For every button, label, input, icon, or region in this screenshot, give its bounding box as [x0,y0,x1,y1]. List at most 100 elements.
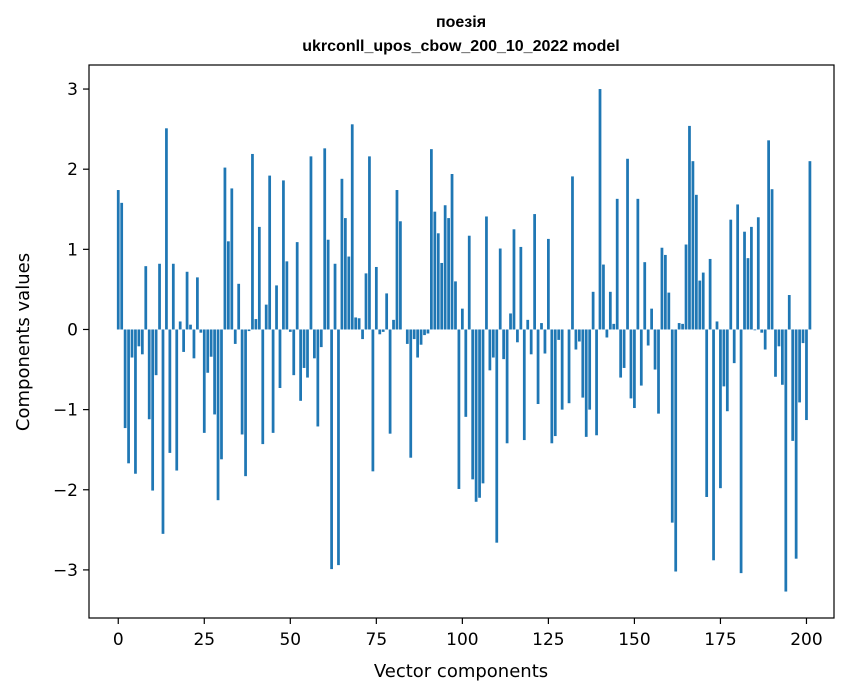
bar-component-196 [791,329,795,441]
bar-component-19 [182,329,185,352]
bar-component-49 [285,261,289,330]
bar-component-138 [591,291,595,330]
bar-component-39 [251,153,254,330]
bar-component-52 [295,242,299,330]
x-axis-label: Vector components [374,661,548,682]
bar-component-156 [653,329,657,370]
bar-component-191 [774,329,777,377]
bar-component-89 [423,329,426,336]
bar-component-100 [460,308,464,330]
bar-component-170 [701,272,705,330]
bar-component-92 [433,211,437,330]
bar-component-23 [196,277,199,330]
bar-component-114 [509,313,512,330]
bar-component-104 [474,329,478,502]
bar-component-146 [619,329,623,378]
y-tick-label: −2 [53,481,78,501]
bar-component-121 [533,214,536,330]
bar-component-126 [550,329,554,444]
x-tick-label: 175 [704,630,736,650]
bar-component-189 [767,140,770,330]
bar-component-80 [392,319,395,330]
bar-component-129 [560,329,564,410]
bar-component-42 [261,329,265,445]
bar-component-153 [643,262,647,330]
bar-component-53 [299,329,302,401]
bar-component-112 [502,329,506,360]
bar-component-76 [378,329,382,335]
bar-component-116 [516,329,519,343]
bar-component-27 [209,329,213,357]
x-tick-label: 50 [279,630,301,650]
bar-component-181 [739,329,743,574]
x-tick-label: 200 [790,630,822,650]
bar-component-2 [123,329,127,429]
chart-title: поезія [436,14,486,31]
bar-component-178 [729,219,733,330]
bar-component-97 [450,174,454,330]
bar-component-20 [185,271,189,330]
bar-component-29 [216,329,220,501]
bar-component-69 [354,317,358,330]
bar-component-70 [357,318,361,330]
bar-component-99 [457,329,461,489]
bar-component-131 [567,329,571,404]
bar-component-7 [140,329,144,355]
bar-component-127 [553,329,557,437]
bar-component-93 [436,233,440,330]
bar-component-111 [498,248,502,330]
bar-component-58 [316,329,320,427]
bar-component-73 [368,156,371,330]
x-axis-ticks: 0 25 50 75 100 125 150 175 200 [113,618,823,650]
bar-component-107 [485,216,488,330]
bar-component-174 [715,321,719,330]
bar-component-62 [330,329,333,570]
bar-component-57 [313,329,316,359]
x-tick-label: 0 [113,630,124,650]
bar-component-148 [626,158,629,330]
y-tick-label: −1 [53,401,78,421]
bar-component-195 [787,295,791,330]
bar-component-86 [412,329,416,340]
bar-component-115 [512,229,516,330]
bar-component-32 [226,241,230,330]
y-tick-label: 2 [67,160,78,180]
bar-component-11 [154,329,158,376]
bar-component-176 [722,329,726,387]
bar-component-113 [505,329,509,444]
bar-component-135 [581,329,585,398]
bar-component-46 [275,285,278,330]
bar-component-139 [595,329,598,436]
bar-component-96 [447,218,450,330]
bar-component-28 [213,329,216,415]
bar-component-185 [753,329,757,331]
bar-component-81 [395,190,399,330]
bar-component-3 [127,329,130,464]
bar-component-5 [134,329,137,474]
bar-component-84 [405,329,409,344]
bar-component-173 [712,329,715,561]
bar-component-188 [763,329,767,350]
bar-component-192 [777,329,781,347]
bar-component-108 [488,329,492,371]
bar-component-184 [750,226,753,330]
bar-component-199 [801,329,805,344]
bar-component-66 [343,218,347,330]
bar-component-110 [495,329,499,543]
y-axis-label: Components values [13,253,34,431]
bar-component-85 [409,329,413,458]
bar-component-197 [794,329,798,559]
y-tick-label: 0 [67,320,78,340]
bar-component-101 [464,329,468,417]
x-tick-label: 75 [366,630,388,650]
bar-component-79 [388,329,392,434]
bar-component-21 [189,324,192,330]
bar-component-45 [271,329,275,433]
bar-component-158 [660,247,664,330]
bar-component-194 [784,329,788,592]
bar-component-160 [667,292,671,330]
bar-component-128 [557,329,561,340]
x-tick-label: 25 [193,630,215,650]
bar-component-17 [175,329,179,471]
bar-component-24 [199,329,203,333]
